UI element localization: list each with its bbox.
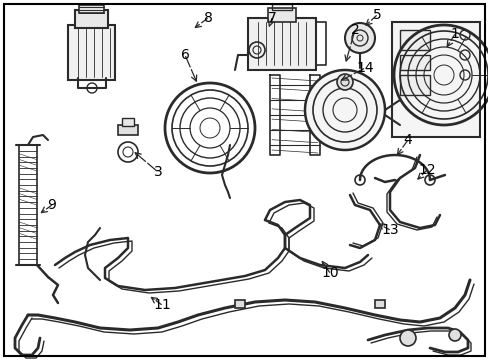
Bar [68,25,115,80]
Bar [271,4,291,10]
Bar [75,10,108,28]
Bar [235,300,244,308]
Text: 10: 10 [321,266,338,280]
Bar [267,8,295,22]
Text: 3: 3 [153,165,162,179]
Circle shape [336,74,352,90]
Text: 14: 14 [355,61,373,75]
Bar [79,5,104,13]
Text: 4: 4 [403,133,411,147]
Text: 5: 5 [372,8,381,22]
Circle shape [305,70,384,150]
Circle shape [345,23,374,53]
Bar [391,22,479,137]
Text: 9: 9 [47,198,56,212]
Bar [122,118,134,126]
Circle shape [448,329,460,341]
Text: 12: 12 [417,163,435,177]
Text: 11: 11 [153,298,170,312]
Text: 2: 2 [350,23,359,37]
Bar [399,30,429,50]
Bar [118,125,138,135]
Text: 13: 13 [381,223,398,237]
Text: 7: 7 [267,11,276,25]
Text: 8: 8 [203,11,212,25]
Bar [399,75,429,95]
Text: 1: 1 [449,27,459,41]
Circle shape [399,330,415,346]
Bar [399,55,429,70]
Bar [247,18,315,70]
Bar [374,300,384,308]
Text: 6: 6 [180,48,189,62]
